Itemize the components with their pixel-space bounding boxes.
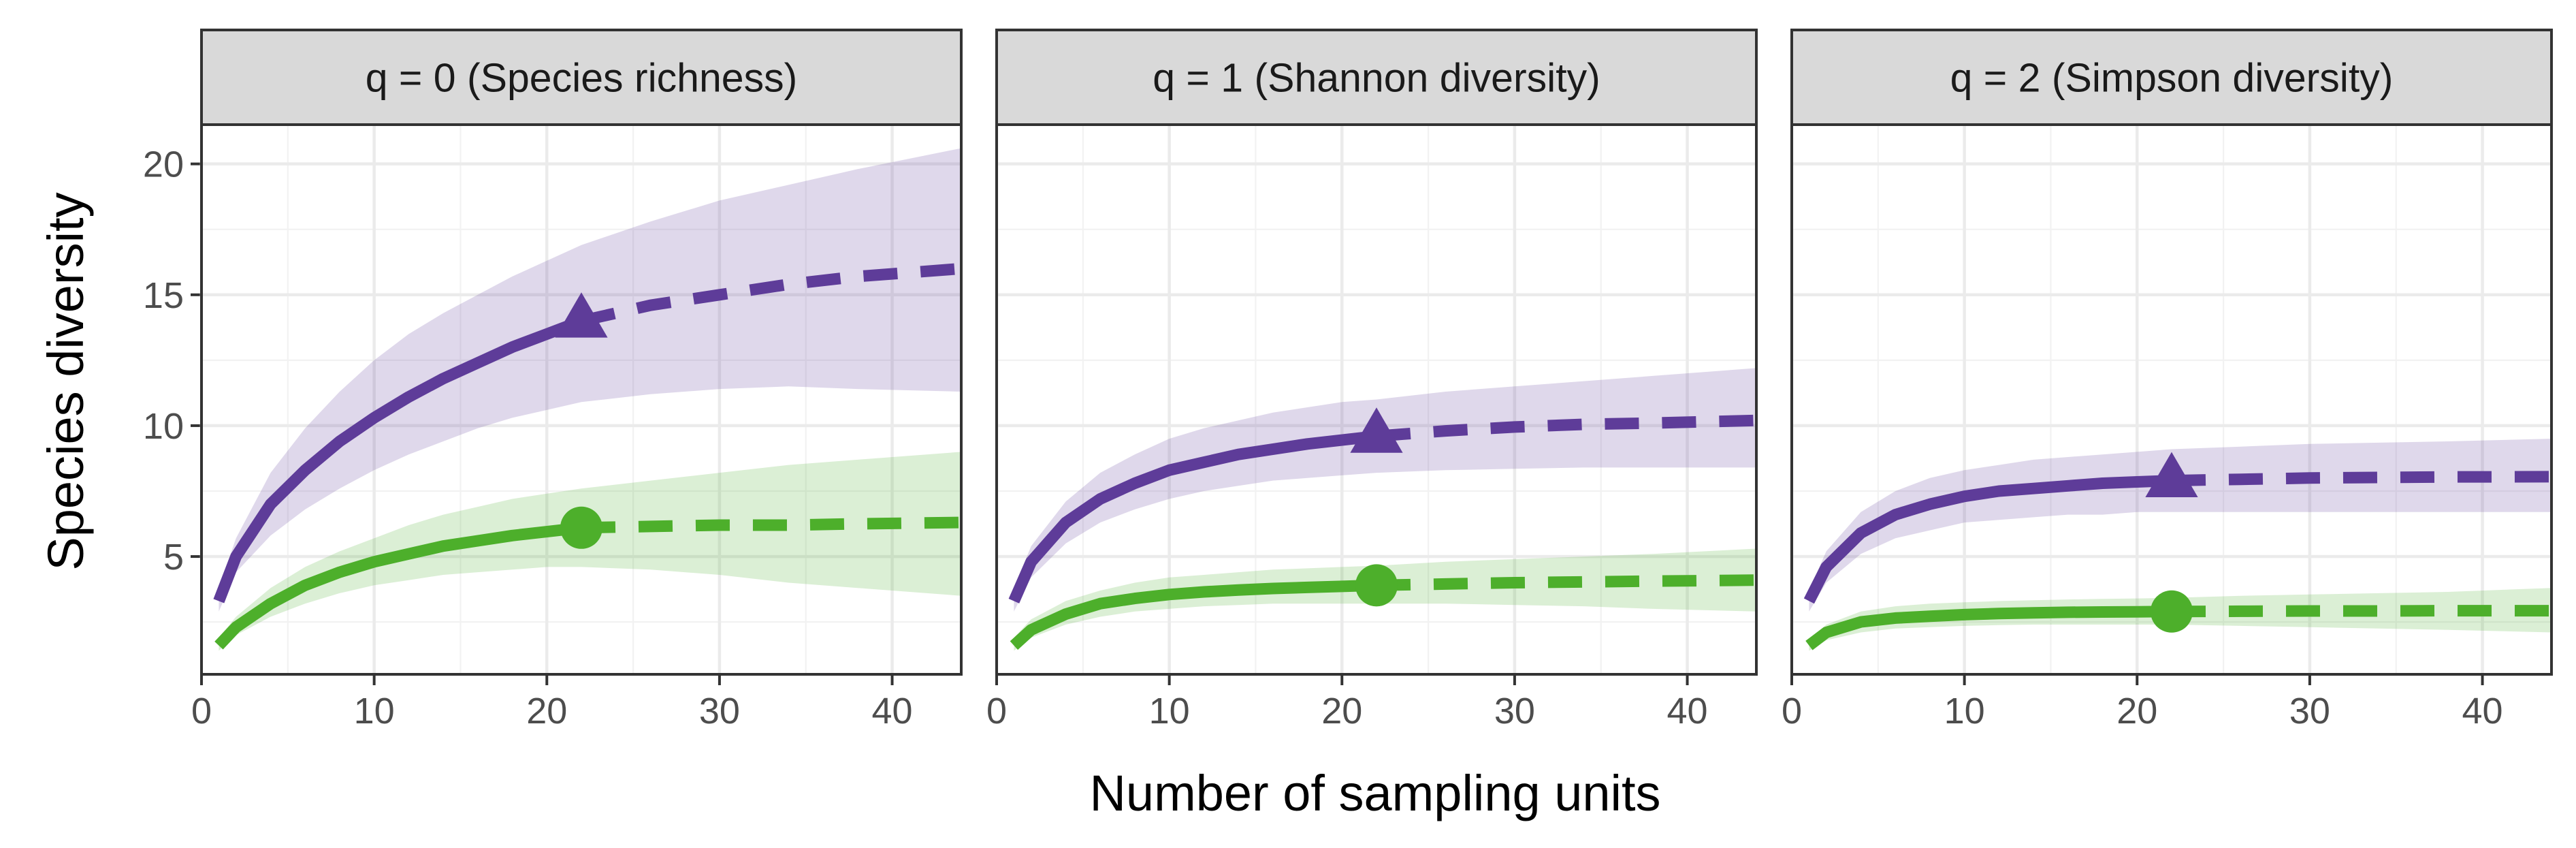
series-purple <box>1008 368 1757 612</box>
plot-area <box>1792 125 2551 674</box>
x-tick-label: 10 <box>1149 691 1190 732</box>
reference-point-circle <box>1355 564 1398 607</box>
x-tick-label: 40 <box>872 691 913 732</box>
series-green <box>1805 588 2551 651</box>
reference-point-triangle <box>555 292 608 338</box>
x-axis-title: Number of sampling units <box>1089 765 1660 821</box>
interpolation-line <box>214 522 582 650</box>
confidence-band <box>219 148 961 612</box>
series-purple <box>1803 439 2552 612</box>
x-tick-label: 20 <box>2116 691 2157 732</box>
reference-point-circle <box>560 506 602 549</box>
extrapolation-line <box>581 516 962 534</box>
x-tick-label: 20 <box>1321 691 1362 732</box>
extrapolation-line <box>1376 574 1757 591</box>
interpolation-line <box>1010 579 1377 650</box>
y-tick-label: 15 <box>143 275 184 316</box>
y-axis-title: Species diversity <box>37 192 94 570</box>
reference-point-triangle <box>1350 407 1403 453</box>
extrapolation-line <box>1376 414 1757 442</box>
facet-panel-2: q = 1 (Shannon diversity) 0 10 20 30 40 <box>986 29 1758 732</box>
facet-panel-1: q = 0 (Species richness) 0 10 20 30 40 <box>191 29 963 732</box>
panel-border <box>995 123 1758 676</box>
interpolation-line <box>1805 606 2172 650</box>
y-tick-label: 20 <box>143 144 184 185</box>
x-tick-label: 10 <box>1944 691 1985 732</box>
extrapolation-line <box>580 262 962 327</box>
x-tick-label: 0 <box>986 691 1007 732</box>
facet-panel-3: q = 2 (Simpson diversity) 0 10 20 30 40 <box>1782 29 2553 732</box>
interpolation-line <box>213 315 584 603</box>
extrapolation-line <box>2171 605 2551 618</box>
series-green <box>1010 548 1757 651</box>
interpolation-line <box>1803 475 2172 604</box>
x-tick-label: 40 <box>1667 691 1708 732</box>
extrapolation-line <box>2171 471 2552 487</box>
y-tick-label: 10 <box>143 406 184 447</box>
x-tick-label: 0 <box>1782 691 1802 732</box>
panel-border <box>1790 123 2553 676</box>
y-tick-label: 5 <box>163 537 184 578</box>
facet-strip-label: q = 0 (Species richness) <box>366 56 798 101</box>
series-green <box>214 452 962 651</box>
facet-strip-label: q = 1 (Shannon diversity) <box>1153 56 1600 101</box>
x-tick-label: 20 <box>526 691 567 732</box>
x-tick-label: 40 <box>2462 691 2503 732</box>
reference-point-triangle <box>2145 452 2198 497</box>
facet-strip <box>200 29 963 126</box>
x-tick-label: 30 <box>699 691 740 732</box>
reference-point-circle <box>2151 590 2193 633</box>
x-tick-label: 0 <box>191 691 212 732</box>
series-purple <box>213 148 962 612</box>
facet-strip <box>1790 29 2553 126</box>
panel-border <box>200 123 963 676</box>
x-tick-label: 30 <box>1494 691 1535 732</box>
confidence-band <box>219 452 961 651</box>
x-tick-label: 10 <box>354 691 395 732</box>
facet-strip-label: q = 2 (Simpson diversity) <box>1950 56 2394 101</box>
x-tick-label: 30 <box>2289 691 2330 732</box>
interpolation-line <box>1008 430 1377 603</box>
